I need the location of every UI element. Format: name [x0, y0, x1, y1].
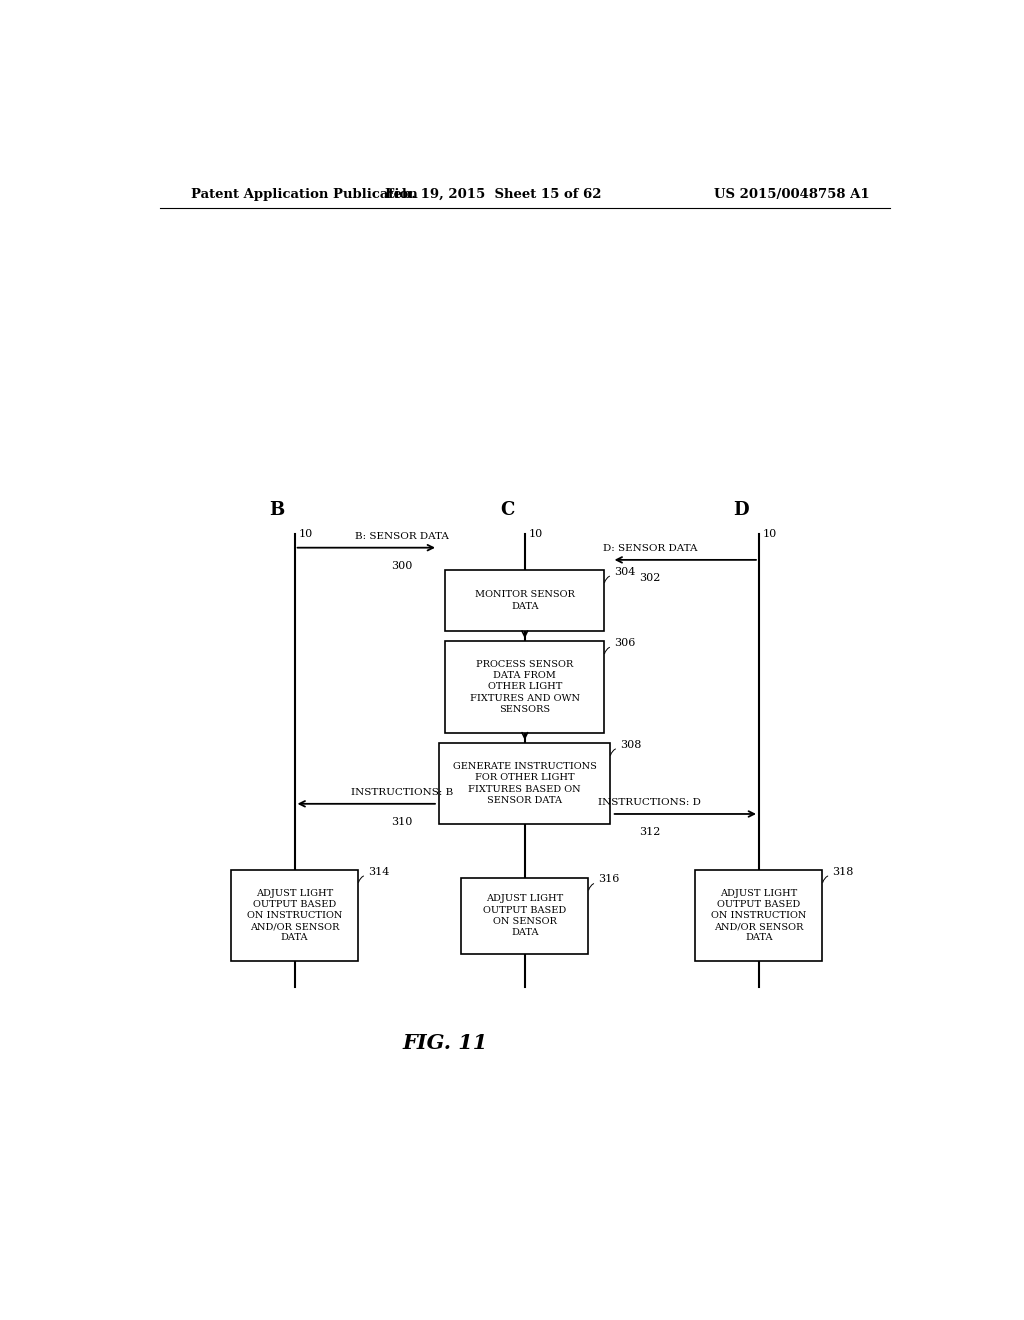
- Text: Feb. 19, 2015  Sheet 15 of 62: Feb. 19, 2015 Sheet 15 of 62: [385, 187, 601, 201]
- Bar: [439, 743, 610, 824]
- Text: B: B: [269, 502, 285, 519]
- Text: C: C: [500, 502, 514, 519]
- Text: 310: 310: [391, 817, 413, 828]
- Bar: [231, 870, 358, 961]
- Text: 312: 312: [639, 828, 660, 837]
- Text: US 2015/0048758 A1: US 2015/0048758 A1: [715, 187, 870, 201]
- Text: 302: 302: [639, 573, 660, 583]
- Text: 10: 10: [528, 529, 543, 540]
- Text: Patent Application Publication: Patent Application Publication: [191, 187, 418, 201]
- Bar: [461, 878, 588, 954]
- Bar: [445, 570, 604, 631]
- Text: 306: 306: [613, 638, 635, 648]
- Text: INSTRUCTIONS: B: INSTRUCTIONS: B: [350, 788, 453, 797]
- Text: GENERATE INSTRUCTIONS
FOR OTHER LIGHT
FIXTURES BASED ON
SENSOR DATA: GENERATE INSTRUCTIONS FOR OTHER LIGHT FI…: [453, 763, 597, 805]
- Text: 318: 318: [831, 867, 853, 876]
- Text: ADJUST LIGHT
OUTPUT BASED
ON SENSOR
DATA: ADJUST LIGHT OUTPUT BASED ON SENSOR DATA: [483, 895, 566, 937]
- Text: 314: 314: [368, 867, 389, 876]
- Text: 300: 300: [391, 561, 413, 570]
- Bar: [445, 642, 604, 733]
- Text: 308: 308: [620, 739, 641, 750]
- Text: MONITOR SENSOR
DATA: MONITOR SENSOR DATA: [475, 590, 574, 611]
- Text: D: SENSOR DATA: D: SENSOR DATA: [602, 544, 697, 553]
- Text: 10: 10: [763, 529, 777, 540]
- Text: INSTRUCTIONS: D: INSTRUCTIONS: D: [598, 797, 701, 807]
- Text: 316: 316: [598, 874, 620, 884]
- Text: ADJUST LIGHT
OUTPUT BASED
ON INSTRUCTION
AND/OR SENSOR
DATA: ADJUST LIGHT OUTPUT BASED ON INSTRUCTION…: [247, 888, 342, 942]
- Bar: [695, 870, 822, 961]
- Text: ADJUST LIGHT
OUTPUT BASED
ON INSTRUCTION
AND/OR SENSOR
DATA: ADJUST LIGHT OUTPUT BASED ON INSTRUCTION…: [712, 888, 807, 942]
- Text: FIG. 11: FIG. 11: [402, 1032, 488, 1052]
- Text: D: D: [733, 502, 749, 519]
- Text: PROCESS SENSOR
DATA FROM
OTHER LIGHT
FIXTURES AND OWN
SENSORS: PROCESS SENSOR DATA FROM OTHER LIGHT FIX…: [470, 660, 580, 714]
- Text: 304: 304: [613, 568, 635, 577]
- Text: B: SENSOR DATA: B: SENSOR DATA: [355, 532, 449, 541]
- Text: 10: 10: [299, 529, 313, 540]
